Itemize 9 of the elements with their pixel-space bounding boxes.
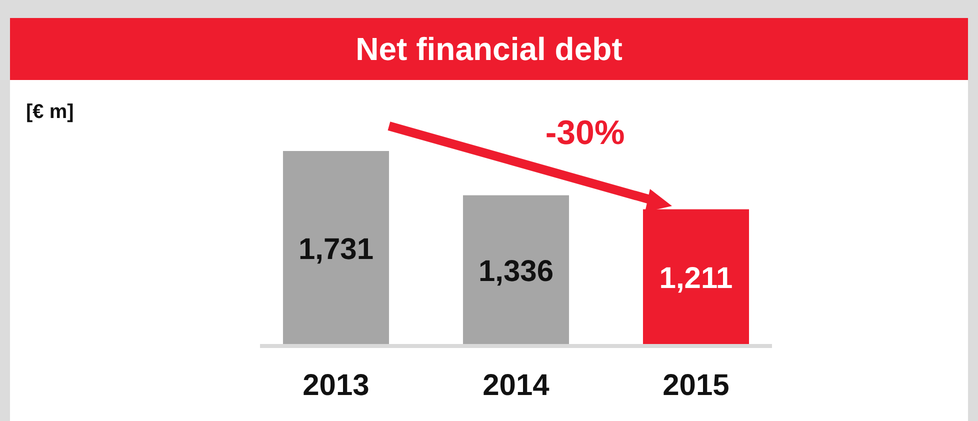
data-label: 1,336 xyxy=(478,255,554,288)
annotation: -30% xyxy=(545,114,625,152)
x-tick-label: 2015 xyxy=(662,369,730,402)
data-label: 1,211 xyxy=(659,262,733,296)
x-tick-label: 2013 xyxy=(302,369,370,402)
x-tick-label: 2014 xyxy=(482,369,550,402)
text: [€ m] xyxy=(26,101,74,123)
data-label: 1,731 xyxy=(298,233,374,266)
chart-title: Net financial debt xyxy=(356,31,623,67)
